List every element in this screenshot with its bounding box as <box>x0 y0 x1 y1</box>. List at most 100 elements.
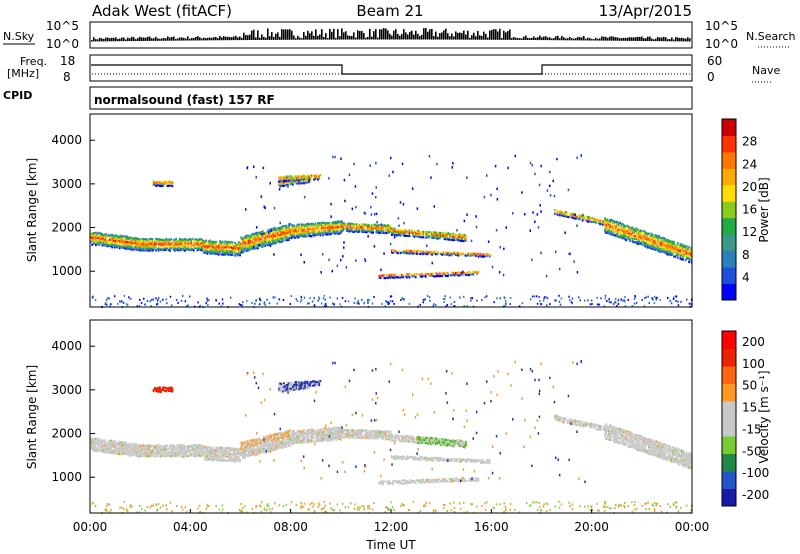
echo-cell <box>329 296 331 299</box>
echo-cell <box>371 302 374 305</box>
echo-cell <box>150 240 152 243</box>
echo-cell <box>471 273 474 276</box>
echo-cell <box>300 228 303 232</box>
echo-cell <box>303 232 305 235</box>
echo-cell <box>169 295 172 298</box>
echo-cell <box>184 249 186 252</box>
echo-cell <box>273 239 275 242</box>
echo-cell <box>413 235 416 238</box>
echo-cell <box>656 237 659 240</box>
echo-cell <box>437 274 440 277</box>
echo-cell <box>196 450 199 453</box>
echo-cell <box>333 430 336 433</box>
echo-cell <box>254 247 257 250</box>
noise-sample <box>299 37 301 40</box>
echo-cell <box>407 249 410 252</box>
echo-cell <box>503 247 505 251</box>
echo-cell <box>608 223 610 226</box>
echo-cell <box>296 227 299 230</box>
echo-cell <box>154 452 156 455</box>
echo-cell <box>210 249 213 252</box>
echo-cell <box>195 455 198 458</box>
noise-sample <box>567 38 569 41</box>
echo-cell <box>105 233 107 236</box>
echo-cell <box>342 222 344 225</box>
echo-cell <box>263 302 266 305</box>
echo-cell <box>123 245 126 248</box>
noise-sample <box>379 29 381 40</box>
echo-cell <box>228 454 230 457</box>
echo-cell <box>605 231 608 235</box>
echo-cell <box>249 244 252 247</box>
echo-cell <box>475 252 477 256</box>
echo-cell <box>432 304 435 307</box>
echo-cell <box>121 444 124 447</box>
echo-cell <box>268 447 270 450</box>
echo-cell <box>680 300 682 303</box>
echo-cell <box>350 431 353 434</box>
echo-cell <box>276 442 279 445</box>
echo-cell <box>92 236 95 239</box>
echo-cell <box>100 444 102 447</box>
noise-sample <box>545 36 547 41</box>
echo-cell <box>477 255 480 258</box>
echo-cell <box>608 220 610 223</box>
echo-cell <box>302 174 304 177</box>
echo-cell <box>186 446 189 449</box>
echo-cell <box>309 177 312 180</box>
echo-cell <box>608 226 610 229</box>
echo-cell <box>304 223 307 226</box>
colorbar-tick-label: 12 <box>742 225 757 239</box>
echo-cell <box>475 225 478 229</box>
noise-sample <box>601 36 603 41</box>
echo-cell <box>200 445 203 448</box>
echo-cell <box>263 451 265 454</box>
echo-cell <box>162 449 165 452</box>
echo-cell <box>457 239 460 242</box>
noise-sample <box>547 37 549 41</box>
echo-cell <box>535 295 538 298</box>
echo-cell <box>220 305 223 308</box>
echo-cell <box>177 449 180 453</box>
echo-cell <box>293 179 295 182</box>
echo-cell <box>424 232 427 235</box>
echo-cell <box>322 431 324 434</box>
echo-cell <box>661 239 664 242</box>
echo-cell <box>256 441 259 444</box>
echo-cell <box>191 237 194 240</box>
echo-cell <box>110 245 112 248</box>
echo-cell <box>634 237 637 240</box>
echo-cell <box>225 246 228 249</box>
echo-cell <box>217 448 220 452</box>
echo-cell <box>298 227 300 230</box>
echo-cell <box>155 245 157 248</box>
echo-cell <box>339 230 342 233</box>
echo-cell <box>141 240 144 243</box>
echo-cell <box>664 244 667 248</box>
echo-cell <box>335 224 338 227</box>
echo-cell <box>438 235 441 238</box>
echo-cell <box>432 232 435 235</box>
echo-cell <box>638 241 640 244</box>
echo-cell <box>570 215 573 218</box>
echo-cell <box>389 273 392 276</box>
noise-sample <box>555 36 557 41</box>
echo-cell <box>127 452 130 455</box>
echo-cell <box>352 226 354 229</box>
echo-cell <box>132 450 135 454</box>
echo-cell <box>278 234 280 237</box>
echo-cell <box>379 276 382 279</box>
echo-cell <box>197 445 200 448</box>
noise-sample <box>105 37 107 42</box>
echo-cell <box>170 455 173 458</box>
echo-cell <box>244 238 247 241</box>
echo-cell <box>453 237 456 240</box>
echo-cell <box>460 235 462 239</box>
echo-cell <box>342 228 344 231</box>
echo-cell <box>278 442 280 446</box>
echo-cell <box>683 253 685 256</box>
noise-sample <box>317 35 319 40</box>
echo-cell <box>645 244 648 247</box>
echo-cell <box>606 218 609 221</box>
freq-label-2: [MHz] <box>7 67 39 80</box>
